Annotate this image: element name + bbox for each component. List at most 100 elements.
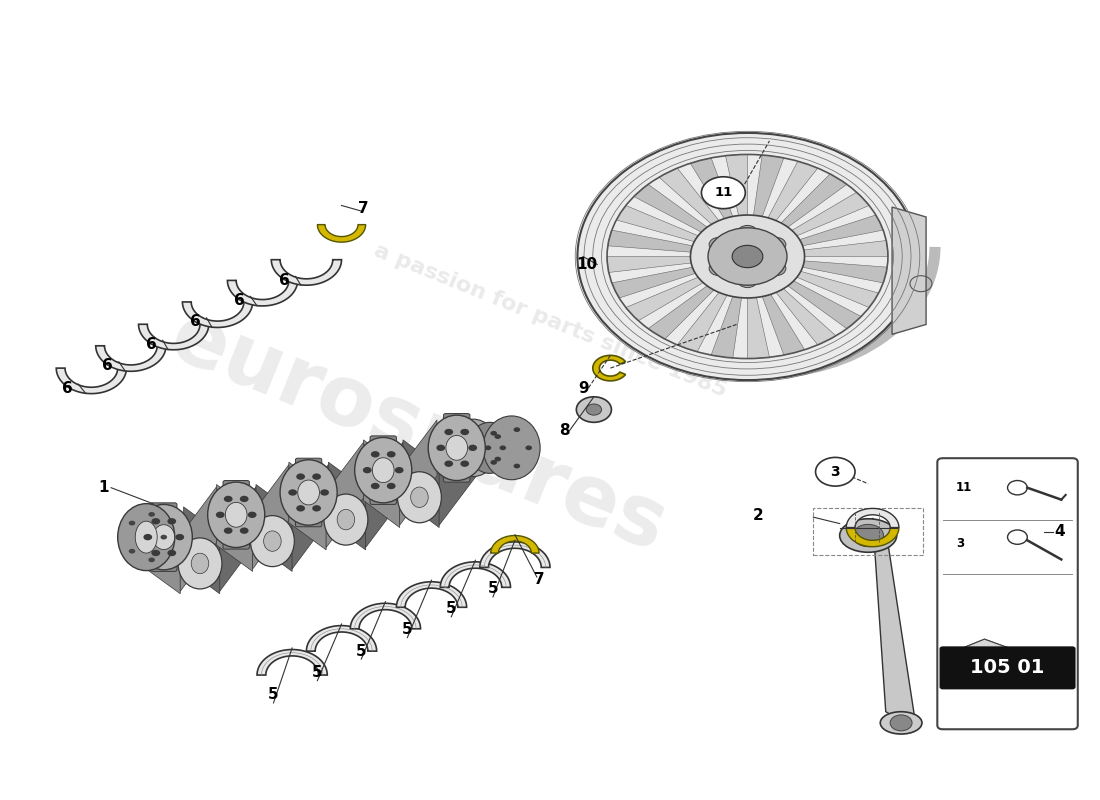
Polygon shape xyxy=(792,192,869,236)
Polygon shape xyxy=(626,278,703,321)
Circle shape xyxy=(175,534,184,540)
Text: a passion for parts since 1985: a passion for parts since 1985 xyxy=(371,240,729,401)
Circle shape xyxy=(475,437,482,442)
Polygon shape xyxy=(776,289,836,345)
Circle shape xyxy=(852,524,883,546)
Circle shape xyxy=(148,558,155,562)
Polygon shape xyxy=(289,462,327,550)
Ellipse shape xyxy=(135,521,157,553)
Circle shape xyxy=(499,446,506,450)
Polygon shape xyxy=(754,155,784,217)
Polygon shape xyxy=(180,487,217,591)
Text: 105 01: 105 01 xyxy=(970,658,1045,678)
Polygon shape xyxy=(253,465,289,569)
FancyBboxPatch shape xyxy=(370,436,396,505)
Ellipse shape xyxy=(337,510,354,530)
Polygon shape xyxy=(480,542,550,567)
Polygon shape xyxy=(256,485,293,571)
Text: 6: 6 xyxy=(190,314,201,330)
Circle shape xyxy=(444,429,453,435)
Ellipse shape xyxy=(428,415,485,481)
Polygon shape xyxy=(272,260,341,285)
Circle shape xyxy=(815,458,855,486)
Ellipse shape xyxy=(468,422,512,474)
Circle shape xyxy=(491,431,497,436)
Circle shape xyxy=(708,228,786,286)
Text: 5: 5 xyxy=(268,687,278,702)
Text: 6: 6 xyxy=(234,293,245,308)
Circle shape xyxy=(296,474,305,480)
Circle shape xyxy=(437,445,446,451)
FancyBboxPatch shape xyxy=(939,646,1076,690)
Circle shape xyxy=(148,512,155,517)
Circle shape xyxy=(474,429,481,434)
Polygon shape xyxy=(293,465,329,569)
Circle shape xyxy=(312,505,321,511)
Polygon shape xyxy=(846,509,899,527)
Polygon shape xyxy=(439,420,476,525)
Text: 6: 6 xyxy=(102,358,113,374)
Polygon shape xyxy=(184,507,220,594)
Text: 5: 5 xyxy=(402,622,412,637)
Polygon shape xyxy=(327,442,363,547)
Polygon shape xyxy=(648,286,714,339)
Polygon shape xyxy=(396,582,466,607)
Circle shape xyxy=(475,454,482,459)
FancyBboxPatch shape xyxy=(296,458,322,526)
Polygon shape xyxy=(804,241,888,257)
Circle shape xyxy=(387,451,396,458)
Polygon shape xyxy=(608,230,692,252)
Polygon shape xyxy=(748,298,770,358)
Text: 6: 6 xyxy=(146,337,157,352)
Ellipse shape xyxy=(280,460,337,525)
Polygon shape xyxy=(350,603,420,629)
Text: 5: 5 xyxy=(356,644,366,658)
Polygon shape xyxy=(329,462,365,550)
Text: 5: 5 xyxy=(487,582,498,597)
Circle shape xyxy=(702,177,746,209)
Ellipse shape xyxy=(839,518,896,552)
Polygon shape xyxy=(781,174,847,227)
Polygon shape xyxy=(228,281,298,306)
Polygon shape xyxy=(399,420,437,525)
Polygon shape xyxy=(846,527,899,546)
Circle shape xyxy=(387,483,396,489)
Polygon shape xyxy=(307,626,376,651)
Text: 11: 11 xyxy=(956,481,972,494)
Circle shape xyxy=(469,445,477,451)
Circle shape xyxy=(495,457,500,462)
Circle shape xyxy=(491,460,497,465)
Circle shape xyxy=(576,397,612,422)
Ellipse shape xyxy=(135,505,192,570)
Text: 10: 10 xyxy=(576,257,597,272)
Polygon shape xyxy=(612,267,695,298)
Text: 3: 3 xyxy=(956,537,964,550)
Circle shape xyxy=(460,461,469,467)
FancyBboxPatch shape xyxy=(223,481,250,549)
Text: 6: 6 xyxy=(279,273,289,288)
Polygon shape xyxy=(659,168,719,224)
Circle shape xyxy=(710,238,729,252)
Circle shape xyxy=(248,512,256,518)
Ellipse shape xyxy=(298,480,319,505)
Circle shape xyxy=(152,550,161,556)
Polygon shape xyxy=(593,355,626,381)
Ellipse shape xyxy=(208,482,265,547)
Ellipse shape xyxy=(264,531,282,551)
Polygon shape xyxy=(257,650,328,675)
Circle shape xyxy=(371,483,380,489)
Text: 5: 5 xyxy=(446,602,456,616)
Ellipse shape xyxy=(483,416,540,480)
Circle shape xyxy=(738,274,758,287)
FancyBboxPatch shape xyxy=(151,503,177,571)
Circle shape xyxy=(395,467,404,474)
Polygon shape xyxy=(788,281,861,329)
Circle shape xyxy=(458,435,464,440)
Polygon shape xyxy=(144,507,180,594)
Text: 8: 8 xyxy=(559,422,570,438)
Text: 3: 3 xyxy=(830,465,840,478)
Circle shape xyxy=(738,226,758,240)
Circle shape xyxy=(460,429,469,435)
Circle shape xyxy=(514,464,520,469)
Polygon shape xyxy=(726,154,748,215)
